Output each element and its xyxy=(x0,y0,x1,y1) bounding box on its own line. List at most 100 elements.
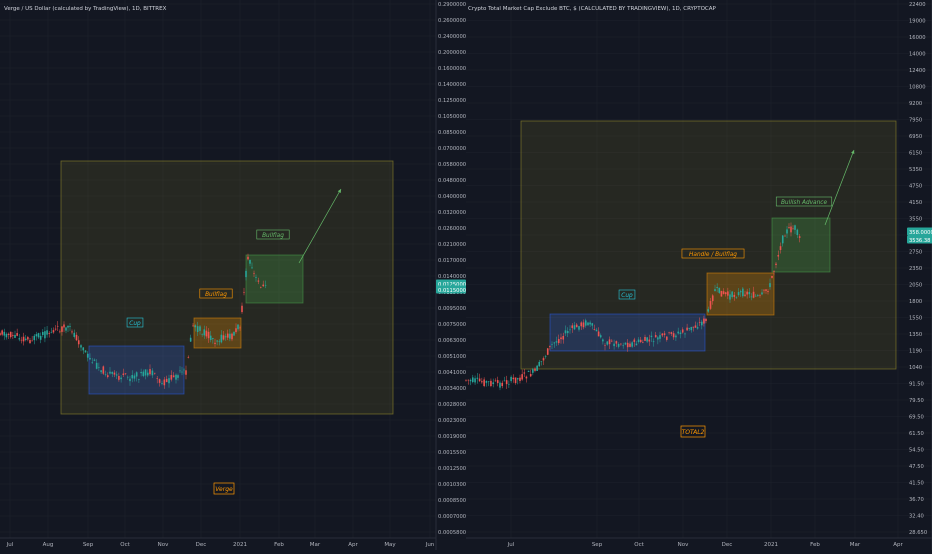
price-tick-label: 61.50 xyxy=(909,431,924,437)
candle-body xyxy=(790,226,792,233)
candle-body xyxy=(739,291,742,293)
candle-body xyxy=(714,289,716,292)
candle-body xyxy=(262,284,264,287)
candle-body xyxy=(129,378,131,382)
candle-body xyxy=(80,345,82,348)
bullish-advance-label-frame xyxy=(775,196,833,207)
price-tick-label: 0.0095000 xyxy=(438,306,466,312)
price-tick-label: 2050 xyxy=(909,283,922,289)
candle-body xyxy=(593,329,596,330)
candle-body xyxy=(663,333,666,335)
price-tick-label: 0.1600000 xyxy=(438,66,466,72)
candle-body xyxy=(189,337,192,342)
candle-body xyxy=(503,380,506,382)
price-tick-label: 0.0019000 xyxy=(438,434,466,440)
price-tick-label: 0.0210000 xyxy=(438,242,466,248)
candle-body xyxy=(754,295,757,297)
time-tick-label: Mar xyxy=(310,542,321,548)
candle-body xyxy=(175,374,177,380)
candle-body xyxy=(472,377,474,383)
bullflag-label-2: Bullflag xyxy=(262,233,284,239)
price-tick-label: 19000 xyxy=(909,19,926,25)
price-tick-label: 69.50 xyxy=(909,415,924,421)
candle-body xyxy=(510,376,512,382)
right-watermark-box xyxy=(680,425,706,438)
candle-body xyxy=(501,382,504,387)
left-time-axis[interactable]: Jul Aug Sep Oct Nov Dec 2021 Feb Mar Apr May Jun xyxy=(0,537,436,548)
candle-body xyxy=(560,337,562,340)
candle-body xyxy=(608,339,611,345)
candle-body xyxy=(474,378,476,383)
candle-body xyxy=(694,325,697,328)
time-tick-label: Aug xyxy=(43,542,54,548)
candle-body xyxy=(611,340,613,342)
price-tick-label: 47.50 xyxy=(909,464,924,470)
candle-body xyxy=(569,329,571,331)
candle-body xyxy=(620,343,622,345)
candle-body xyxy=(657,337,659,340)
candle-body xyxy=(183,369,185,371)
candle-body xyxy=(185,370,187,375)
candle-body xyxy=(602,339,604,342)
candle-body xyxy=(777,255,780,257)
candle-body xyxy=(672,333,675,338)
candle-body xyxy=(140,372,142,374)
price-tick-label: 0.0051000 xyxy=(438,354,466,360)
bullflag-box-2 xyxy=(245,254,304,304)
price-tick-label: 0.0005800 xyxy=(438,530,466,536)
candle-body xyxy=(523,372,526,374)
bullflag-box xyxy=(193,317,242,349)
candle-body xyxy=(226,333,229,338)
price-tick-label: 0.0400000 xyxy=(438,194,466,200)
price-tick-label: 0.2600000 xyxy=(438,18,466,24)
right-price-axis[interactable]: 22400 19000 16000 14000 12400 10800 9200 7950 69… xyxy=(907,0,932,550)
candle-body xyxy=(688,327,690,329)
candle-body xyxy=(467,379,470,381)
candle-body xyxy=(781,235,784,244)
candle-body xyxy=(578,326,580,330)
candle-body xyxy=(686,327,688,331)
candle-body xyxy=(716,286,718,288)
candle-body xyxy=(241,305,243,313)
bullflag-label: Bullflag xyxy=(205,292,227,298)
candle-body xyxy=(243,292,245,293)
candle-body xyxy=(624,342,627,345)
time-tick-label: Oct xyxy=(120,542,130,548)
candle-body xyxy=(775,263,777,265)
candle-body xyxy=(684,333,686,335)
price-tick-label: 0.2400000 xyxy=(438,34,466,40)
handle-label: Handle / Bullflag xyxy=(689,252,737,258)
candle-body xyxy=(659,335,661,339)
price-tick-label: 0.0028000 xyxy=(438,402,466,408)
candle-body xyxy=(3,331,6,336)
candle-body xyxy=(615,341,618,344)
time-tick-label: Feb xyxy=(810,542,820,548)
candle-body xyxy=(767,291,769,293)
price-badge-label: 0.0115000 xyxy=(438,288,466,294)
price-badge xyxy=(907,235,932,244)
right-time-axis[interactable]: Jul Sep Oct Nov Dec 2021 Feb Mar Apr xyxy=(466,537,932,548)
candle-body xyxy=(187,357,190,358)
price-tick-label: 0.0041000 xyxy=(438,370,466,376)
candle-body xyxy=(212,338,214,340)
candle-body xyxy=(538,361,541,367)
candle-body xyxy=(63,324,65,328)
candle-body xyxy=(231,333,233,340)
candle-body xyxy=(794,225,796,230)
candle-body xyxy=(20,339,23,341)
candle-body xyxy=(61,326,63,332)
candle-body xyxy=(82,347,85,351)
price-tick-label: 22400 xyxy=(909,2,926,8)
candle-body xyxy=(573,325,576,330)
candle-body xyxy=(703,318,705,324)
left-watermark-box xyxy=(213,482,235,495)
candle-body xyxy=(478,378,481,382)
candle-body xyxy=(646,337,648,342)
candle-body xyxy=(705,318,707,322)
candle-body xyxy=(245,270,247,278)
candle-body xyxy=(549,345,551,347)
candle-body xyxy=(496,380,499,384)
candle-body xyxy=(720,290,723,297)
left-price-axis[interactable]: 0.2900000 0.2600000 0.2400000 0.2000000 0.16… xyxy=(435,0,466,550)
